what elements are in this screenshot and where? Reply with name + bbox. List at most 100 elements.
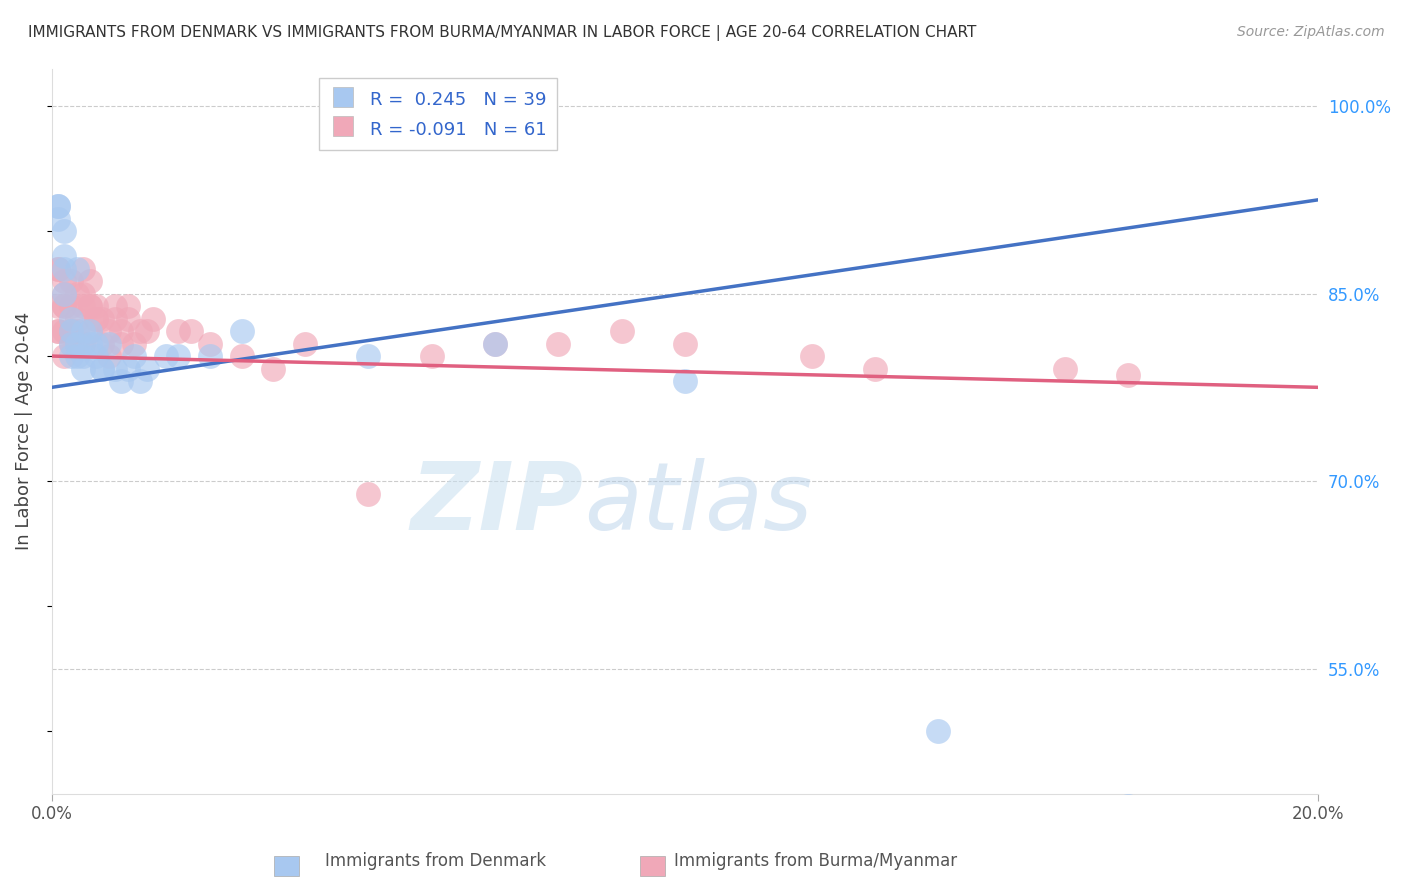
- Legend: R =  0.245   N = 39, R = -0.091   N = 61: R = 0.245 N = 39, R = -0.091 N = 61: [319, 78, 557, 150]
- Text: Source: ZipAtlas.com: Source: ZipAtlas.com: [1237, 25, 1385, 39]
- Point: [122, 349, 145, 363]
- Point: [117, 299, 139, 313]
- Point: [180, 324, 202, 338]
- Point: [59, 324, 82, 338]
- Point: [84, 299, 107, 313]
- Point: [59, 324, 82, 338]
- Text: atlas: atlas: [583, 458, 811, 549]
- Point: [46, 211, 69, 226]
- Point: [97, 349, 120, 363]
- Point: [484, 336, 506, 351]
- Point: [84, 311, 107, 326]
- Point: [53, 349, 76, 363]
- Point: [79, 324, 101, 338]
- Point: [800, 349, 823, 363]
- Point: [46, 199, 69, 213]
- Point: [129, 324, 152, 338]
- Point: [84, 311, 107, 326]
- Point: [104, 299, 127, 313]
- Point: [84, 336, 107, 351]
- Point: [198, 349, 221, 363]
- Point: [135, 361, 157, 376]
- Point: [231, 349, 253, 363]
- Point: [135, 324, 157, 338]
- Point: [927, 724, 949, 739]
- Point: [66, 336, 89, 351]
- Point: [117, 361, 139, 376]
- Point: [294, 336, 316, 351]
- Text: ZIP: ZIP: [411, 458, 583, 549]
- Point: [53, 224, 76, 238]
- Text: Immigrants from Burma/Myanmar: Immigrants from Burma/Myanmar: [673, 852, 957, 870]
- Point: [262, 361, 284, 376]
- Point: [53, 274, 76, 288]
- Point: [53, 324, 76, 338]
- Point: [66, 311, 89, 326]
- Point: [198, 336, 221, 351]
- Point: [673, 336, 696, 351]
- Point: [72, 261, 94, 276]
- Point: [72, 349, 94, 363]
- Point: [104, 361, 127, 376]
- Point: [53, 286, 76, 301]
- Point: [59, 336, 82, 351]
- Text: Immigrants from Denmark: Immigrants from Denmark: [325, 852, 547, 870]
- Point: [66, 261, 89, 276]
- Point: [59, 336, 82, 351]
- Point: [110, 336, 132, 351]
- Point: [46, 324, 69, 338]
- Point: [72, 324, 94, 338]
- Point: [547, 336, 569, 351]
- Point: [79, 324, 101, 338]
- Point: [59, 299, 82, 313]
- Point: [91, 361, 114, 376]
- Point: [46, 261, 69, 276]
- Y-axis label: In Labor Force | Age 20-64: In Labor Force | Age 20-64: [15, 312, 32, 550]
- Point: [72, 336, 94, 351]
- Text: IMMIGRANTS FROM DENMARK VS IMMIGRANTS FROM BURMA/MYANMAR IN LABOR FORCE | AGE 20: IMMIGRANTS FROM DENMARK VS IMMIGRANTS FR…: [28, 25, 977, 41]
- Point: [59, 324, 82, 338]
- Point: [1116, 799, 1139, 814]
- Point: [610, 324, 633, 338]
- Point: [79, 274, 101, 288]
- Point: [53, 261, 76, 276]
- Point: [97, 324, 120, 338]
- Point: [420, 349, 443, 363]
- Point: [66, 349, 89, 363]
- Point: [79, 299, 101, 313]
- Point: [53, 286, 76, 301]
- Point: [46, 324, 69, 338]
- Point: [155, 349, 177, 363]
- Point: [84, 349, 107, 363]
- Point: [110, 374, 132, 388]
- Point: [863, 361, 886, 376]
- Point: [66, 324, 89, 338]
- Point: [66, 286, 89, 301]
- Point: [59, 274, 82, 288]
- Point: [46, 299, 69, 313]
- Point: [79, 336, 101, 351]
- Point: [72, 361, 94, 376]
- Point: [53, 299, 76, 313]
- Point: [117, 311, 139, 326]
- Point: [91, 311, 114, 326]
- Point: [142, 311, 165, 326]
- Point: [122, 336, 145, 351]
- Point: [1116, 368, 1139, 382]
- Point: [91, 361, 114, 376]
- Point: [484, 336, 506, 351]
- Point: [72, 286, 94, 301]
- Point: [72, 299, 94, 313]
- Point: [1053, 361, 1076, 376]
- Point: [66, 336, 89, 351]
- Point: [53, 299, 76, 313]
- Point: [357, 486, 380, 500]
- Point: [46, 199, 69, 213]
- Point: [167, 324, 190, 338]
- Point: [357, 349, 380, 363]
- Point: [53, 249, 76, 263]
- Point: [104, 311, 127, 326]
- Point: [46, 261, 69, 276]
- Point: [79, 299, 101, 313]
- Point: [231, 324, 253, 338]
